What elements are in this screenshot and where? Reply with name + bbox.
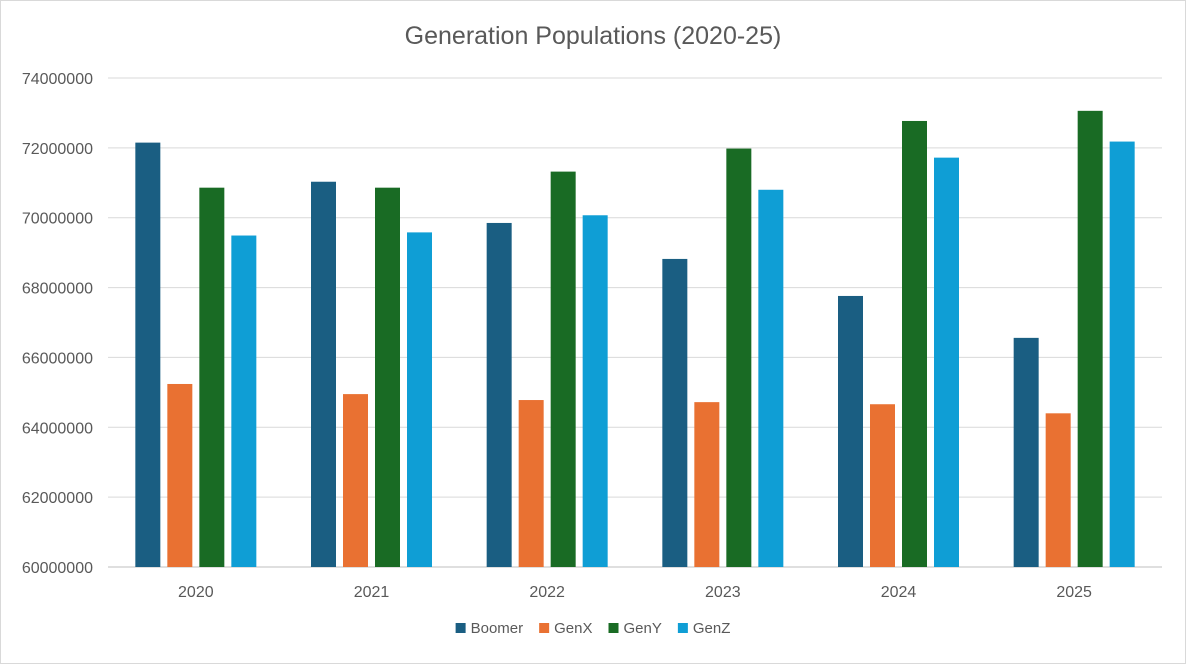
gridlines bbox=[108, 77, 1162, 568]
bar-genx-2022 bbox=[518, 400, 544, 567]
bar-genz-2024 bbox=[934, 157, 959, 567]
bar-boomer-2025 bbox=[1013, 337, 1039, 567]
x-tick-label: 2024 bbox=[881, 584, 917, 601]
bar-geny-2020 bbox=[199, 187, 225, 567]
x-tick-label: 2021 bbox=[354, 584, 390, 601]
bar-boomer-2022 bbox=[486, 222, 512, 568]
legend-label-genz: GenZ bbox=[693, 620, 731, 637]
legend-swatch-genx bbox=[539, 623, 550, 633]
x-tick-label: 2023 bbox=[705, 584, 741, 601]
bar-genx-2021 bbox=[343, 394, 368, 567]
legend-swatch-boomer bbox=[455, 623, 466, 633]
y-tick-label: 62000000 bbox=[22, 490, 93, 507]
bar-geny-2022 bbox=[550, 171, 576, 567]
bar-genx-2025 bbox=[1045, 413, 1071, 567]
bar-genz-2025 bbox=[1109, 141, 1135, 567]
y-tick-label: 70000000 bbox=[22, 211, 93, 228]
y-tick-label: 66000000 bbox=[22, 350, 93, 367]
bar-geny-2021 bbox=[375, 187, 400, 567]
legend-label-genx: GenX bbox=[554, 620, 592, 637]
bar-boomer-2021 bbox=[311, 181, 336, 567]
legend-label-boomer: Boomer bbox=[471, 620, 524, 637]
bar-geny-2024 bbox=[902, 120, 927, 567]
chart-title: Generation Populations (2020-25) bbox=[405, 22, 782, 50]
legend-label-geny: GenY bbox=[624, 620, 662, 637]
bar-genx-2020 bbox=[167, 383, 193, 567]
x-tick-label: 2022 bbox=[529, 584, 565, 601]
bar-boomer-2023 bbox=[662, 258, 688, 567]
bar-genz-2023 bbox=[758, 189, 784, 567]
y-tick-label: 64000000 bbox=[22, 420, 93, 437]
y-tick-label: 60000000 bbox=[22, 560, 93, 577]
bar-genz-2021 bbox=[407, 232, 432, 568]
bar-genx-2024 bbox=[870, 404, 895, 567]
bar-geny-2025 bbox=[1077, 110, 1103, 567]
bar-genx-2023 bbox=[694, 402, 720, 567]
legend: Boomer GenX GenY GenZ bbox=[455, 620, 731, 637]
x-tick-label: 2025 bbox=[1056, 584, 1092, 601]
bar-genz-2020 bbox=[231, 235, 257, 567]
bar-boomer-2020 bbox=[135, 142, 161, 567]
y-tick-label: 74000000 bbox=[22, 71, 93, 88]
y-tick-label: 68000000 bbox=[22, 281, 93, 298]
x-tick-label: 2020 bbox=[178, 584, 214, 601]
legend-swatch-genz bbox=[677, 623, 688, 633]
bar-genz-2022 bbox=[582, 215, 608, 567]
y-tick-label: 72000000 bbox=[22, 141, 93, 158]
y-axis: 60000000 62000000 64000000 66000000 68000000… bbox=[22, 71, 93, 577]
bars bbox=[135, 110, 1135, 568]
bar-boomer-2024 bbox=[838, 295, 863, 567]
bar-geny-2023 bbox=[726, 148, 752, 567]
legend-swatch-geny bbox=[608, 623, 619, 633]
x-axis: 2020 2021 2022 2023 2024 2025 bbox=[178, 584, 1092, 601]
